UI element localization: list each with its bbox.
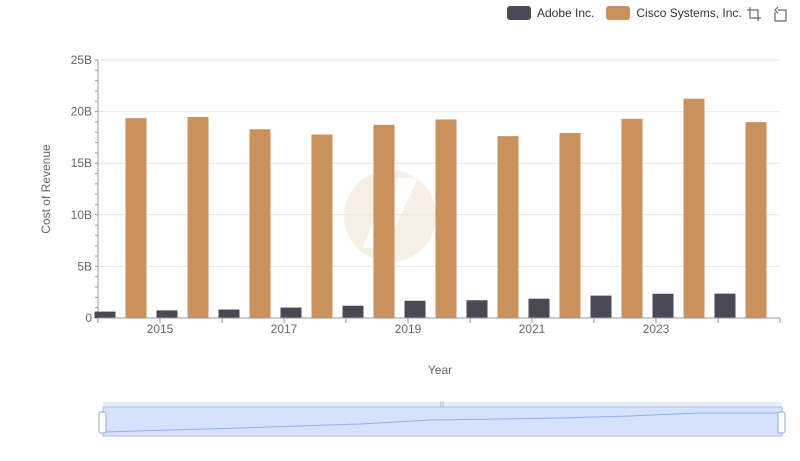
slider-window[interactable] — [102, 406, 783, 437]
zoom-icon[interactable] — [746, 6, 762, 22]
bar-cisco-2020[interactable] — [497, 136, 519, 318]
slider-preview-line — [103, 412, 781, 433]
bar-adobe-2015[interactable] — [156, 310, 178, 318]
bar-cisco-2016[interactable] — [249, 129, 271, 318]
bar-adobe-2018[interactable] — [342, 305, 364, 318]
bar-cisco-2019[interactable] — [435, 119, 457, 318]
legend-label-cisco: Cisco Systems, Inc. — [636, 6, 742, 20]
bars — [94, 98, 767, 319]
bar-adobe-2019[interactable] — [404, 300, 426, 318]
legend-item-cisco[interactable]: Cisco Systems, Inc. — [606, 6, 742, 20]
legend-swatch-cisco — [606, 6, 631, 20]
legend-label-adobe: Adobe Inc. — [537, 6, 595, 20]
y-tick-label: 25B — [71, 53, 92, 67]
zoom-slider[interactable]: ||| — [98, 402, 786, 437]
legend-item-adobe[interactable]: Adobe Inc. — [507, 6, 594, 20]
bar-adobe-2014[interactable] — [94, 311, 116, 318]
bar-adobe-2016[interactable] — [218, 309, 240, 318]
slider-track — [103, 402, 782, 410]
x-axis: 2015 2017 2019 2021 2023 — [97, 317, 781, 336]
y-tick-label: 10B — [71, 208, 92, 222]
bar-cisco-2024[interactable] — [745, 122, 767, 318]
y-tick-label: 20B — [71, 105, 92, 119]
bar-adobe-2020[interactable] — [466, 300, 488, 318]
bar-cisco-2017[interactable] — [311, 134, 333, 318]
legend-swatch-adobe — [507, 6, 531, 20]
x-tick-label: 2019 — [395, 322, 422, 336]
bar-cisco-2018[interactable] — [373, 124, 395, 318]
y-tick-label: 0 — [85, 311, 92, 325]
bar-adobe-2022[interactable] — [590, 295, 612, 318]
slider-handle-left[interactable] — [98, 411, 107, 434]
x-tick-label: 2021 — [519, 322, 546, 336]
bar-adobe-2023[interactable] — [652, 293, 674, 318]
bar-cisco-2015[interactable] — [187, 116, 209, 318]
y-axis-label: Cost of Revenue — [39, 144, 53, 234]
bar-adobe-2021[interactable] — [528, 298, 550, 318]
toolbox — [746, 6, 788, 22]
slider-grip-icon[interactable]: ||| — [440, 402, 445, 408]
legend: Adobe Inc. Cisco Systems, Inc. — [507, 4, 748, 22]
bar-adobe-2017[interactable] — [280, 307, 302, 318]
y-tick-label: 15B — [71, 156, 92, 170]
x-tick-label: 2017 — [271, 322, 298, 336]
bar-cisco-2021[interactable] — [559, 133, 581, 318]
bar-cisco-2014[interactable] — [125, 118, 147, 319]
x-tick-label: 2015 — [147, 322, 174, 336]
bar-adobe-2024[interactable] — [714, 293, 736, 318]
bar-cisco-2023[interactable] — [683, 98, 705, 318]
bar-cisco-2022[interactable] — [621, 118, 643, 319]
y-axis: 0 5B 10B 15B 20B 25B — [71, 53, 99, 325]
x-tick-label: 2023 — [643, 322, 670, 336]
slider-handle-right[interactable] — [777, 411, 786, 434]
x-axis-label: Year — [428, 363, 452, 377]
restore-icon[interactable] — [772, 6, 788, 22]
y-tick-label: 5B — [77, 259, 92, 273]
